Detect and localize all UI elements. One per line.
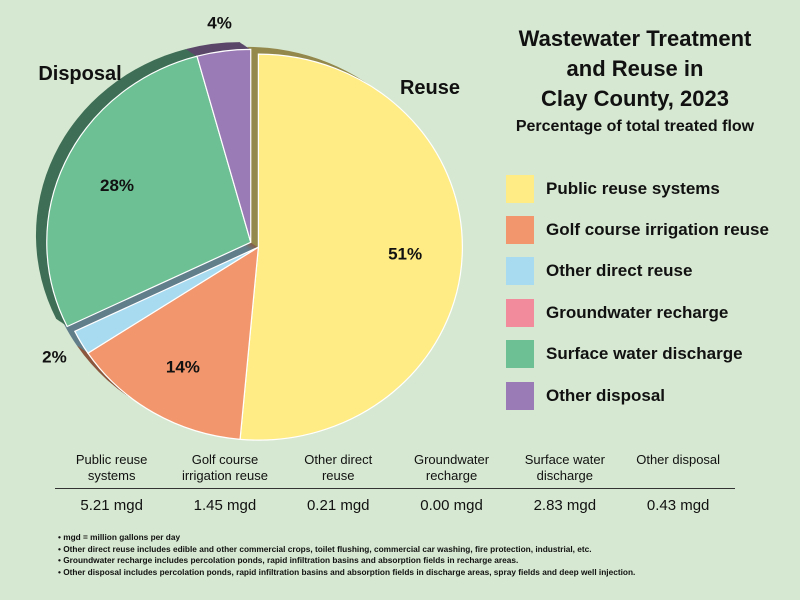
- legend-swatch: [506, 340, 534, 369]
- percent-label: 51%: [388, 244, 422, 263]
- slice-other-direct-reuse: [73, 246, 259, 354]
- legend-item: Other direct reuse: [506, 251, 769, 292]
- legend: Public reuse systems Golf course irrigat…: [506, 168, 769, 416]
- table-value-cell: 0.43 mgd: [646, 496, 710, 514]
- percent-label: 14%: [166, 357, 200, 376]
- legend-swatch: [506, 216, 534, 245]
- legend-label: Groundwater recharge: [546, 302, 729, 322]
- table-value-row: 5.21 mgd 1.45 mgd 0.21 mgd 0.00 mgd 2.83 mgd…: [55, 489, 735, 521]
- slice-other-disposal: [196, 48, 252, 243]
- group-label-disposal: Disposal: [38, 63, 121, 85]
- legend-label: Golf course irrigation reuse: [546, 220, 769, 240]
- slice-golf-course-irrigation-reuse: [87, 245, 260, 440]
- slice-surface-water-discharge: [46, 55, 252, 328]
- table-value-cell: 0.21 mgd: [306, 496, 370, 514]
- footnote: • Other disposal includes percolation po…: [58, 566, 636, 577]
- legend-swatch: [506, 298, 534, 327]
- legend-label: Other disposal: [546, 385, 666, 405]
- footnote: • Groundwater recharge includes percolat…: [58, 555, 519, 565]
- percent-label: 2%: [42, 348, 67, 367]
- legend-label: Surface water discharge: [546, 344, 743, 364]
- table-header-cell: Groundwater recharge: [413, 452, 490, 483]
- table-header-cell: Public reuse systems: [75, 452, 148, 483]
- legend-swatch: [506, 174, 534, 203]
- table-value-cell: 5.21 mgd: [80, 496, 143, 514]
- chart-subtitle: Percentage of total treated flow: [515, 118, 755, 135]
- legend-swatch: [506, 257, 534, 286]
- legend-item: Groundwater recharge: [506, 292, 769, 333]
- flow-table: Public reuse systems Golf course irrigation…: [55, 452, 735, 521]
- table-value-cell: 1.45 mgd: [193, 496, 257, 514]
- table-header-cell: Surface water discharge: [524, 452, 605, 483]
- percent-label: 4%: [207, 13, 232, 32]
- chart-title: Wastewater Treatment and Reuse in Clay C…: [518, 26, 752, 111]
- group-label-reuse: Reuse: [400, 77, 460, 99]
- legend-item: Public reuse systems: [506, 168, 769, 209]
- footnote: • Other direct reuse includes edible and…: [58, 543, 592, 554]
- table-header-cell: Other disposal: [636, 452, 721, 467]
- percent-label: 28%: [100, 176, 134, 195]
- table-value-cell: 2.83 mgd: [533, 496, 597, 514]
- legend-label: Public reuse systems: [546, 178, 720, 198]
- table-header-cell: Other direct reuse: [304, 452, 373, 483]
- table-header-cell: Golf course irrigation reuse: [181, 452, 268, 483]
- table-header-row: Public reuse systems Golf course irrigation…: [55, 452, 735, 489]
- footnote: • mgd = million gallons per day: [58, 532, 181, 542]
- table-value-cell: 0.00 mgd: [420, 496, 483, 514]
- legend-item: Other disposal: [506, 375, 769, 416]
- title-block: Wastewater Treatment and Reuse in Clay C…: [480, 24, 790, 136]
- footnotes: • mgd = million gallons per day • Other …: [58, 532, 635, 578]
- legend-label: Other direct reuse: [546, 261, 693, 281]
- legend-item: Golf course irrigation reuse: [506, 209, 769, 250]
- legend-swatch: [506, 381, 534, 410]
- legend-item: Surface water discharge: [506, 334, 769, 375]
- slice-public-reuse-systems: [239, 53, 463, 441]
